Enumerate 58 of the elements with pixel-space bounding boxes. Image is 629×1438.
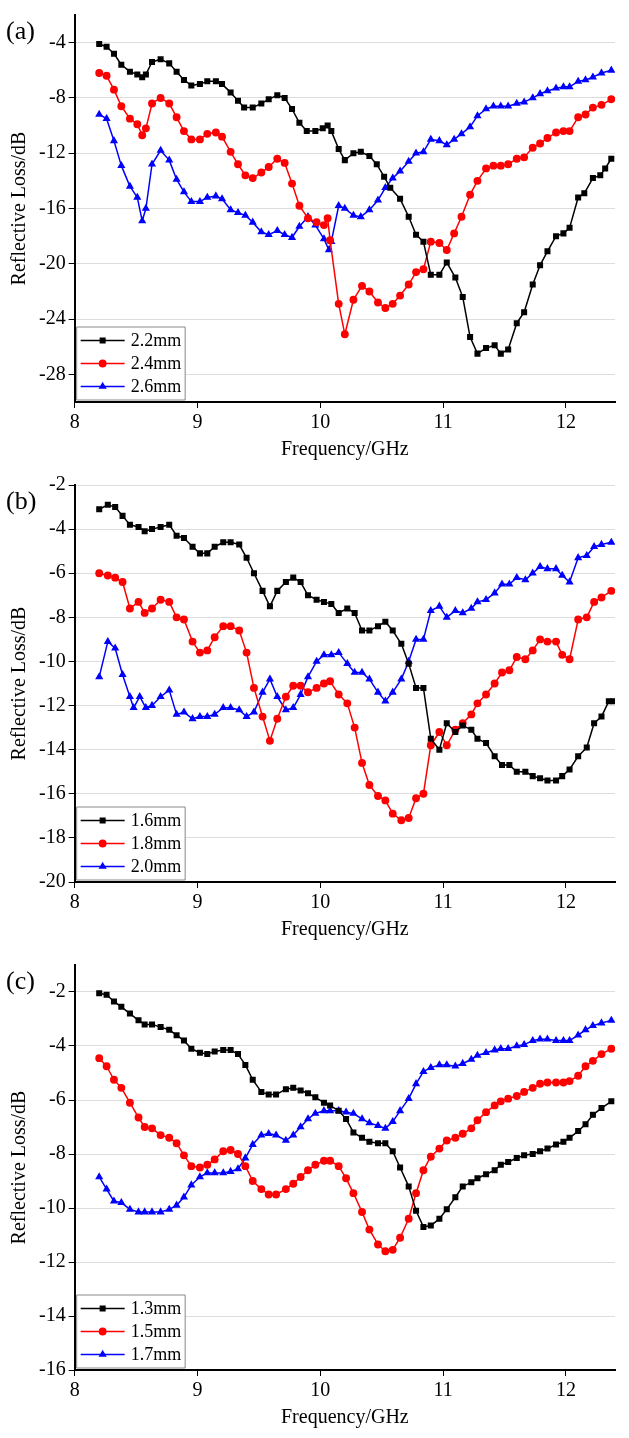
- x-tick-label: 10: [310, 890, 331, 913]
- x-axis-title: Frequency/GHz: [280, 917, 409, 941]
- legend-label: 2.0mm: [130, 856, 182, 877]
- y-tick-label: -4: [48, 1033, 66, 1056]
- x-tick-label: 11: [433, 410, 453, 433]
- y-axis-title: Reflective Loss/dB: [7, 606, 30, 761]
- y-tick-label: -20: [38, 251, 66, 274]
- x-tick-label: 11: [433, 1378, 453, 1401]
- y-tick-label: -16: [38, 781, 66, 804]
- y-tick-label: -14: [38, 736, 66, 759]
- chart-title: (b): [6, 485, 37, 515]
- chart-title: (c): [6, 965, 35, 995]
- y-tick-label: -12: [38, 140, 66, 163]
- x-axis-title: Frequency/GHz: [280, 1405, 409, 1429]
- legend-label: 1.6mm: [130, 810, 182, 831]
- y-tick-label: -4: [48, 516, 66, 539]
- y-tick-label: -4: [48, 29, 66, 52]
- legend-label: 2.6mm: [130, 376, 182, 397]
- x-tick-label: 10: [310, 410, 331, 433]
- x-tick-label: 8: [69, 410, 80, 433]
- legend-label: 1.8mm: [130, 833, 182, 854]
- y-tick-label: -8: [48, 1141, 66, 1164]
- x-tick-label: 9: [192, 890, 203, 913]
- y-tick-label: -10: [38, 1195, 66, 1218]
- x-tick-label: 11: [433, 890, 453, 913]
- y-tick-label: -6: [48, 560, 66, 583]
- y-tick-label: -2: [48, 979, 66, 1002]
- legend-label: 2.2mm: [130, 330, 182, 351]
- chart-title: (a): [6, 15, 35, 45]
- y-tick-label: -24: [38, 306, 66, 329]
- legend-label: 1.3mm: [130, 1298, 182, 1319]
- y-tick-label: -8: [48, 604, 66, 627]
- legend-label: 2.4mm: [130, 353, 182, 374]
- x-tick-label: 8: [69, 1378, 80, 1401]
- x-tick-label: 9: [192, 1378, 203, 1401]
- x-axis-title: Frequency/GHz: [280, 437, 409, 461]
- y-tick-label: -6: [48, 1087, 66, 1110]
- y-tick-label: -8: [48, 85, 66, 108]
- y-tick-label: -20: [38, 869, 66, 892]
- x-tick-label: 8: [69, 890, 80, 913]
- y-tick-label: -18: [38, 825, 66, 848]
- x-tick-label: 12: [555, 1378, 576, 1401]
- x-tick-label: 9: [192, 410, 203, 433]
- y-axis-title: Reflective Loss/dB: [7, 1090, 30, 1245]
- y-tick-label: -14: [38, 1303, 66, 1326]
- y-tick-label: -16: [38, 1357, 66, 1380]
- legend-label: 1.7mm: [130, 1344, 182, 1365]
- y-tick-label: -12: [38, 692, 66, 715]
- x-tick-label: 12: [555, 410, 576, 433]
- y-tick-label: -16: [38, 195, 66, 218]
- x-tick-label: 10: [310, 1378, 331, 1401]
- legend-label: 1.5mm: [130, 1321, 182, 1342]
- y-tick-label: -2: [48, 472, 66, 495]
- y-tick-label: -12: [38, 1249, 66, 1272]
- y-axis-title: Reflective Loss/dB: [7, 131, 30, 286]
- x-tick-label: 12: [555, 890, 576, 913]
- y-tick-label: -28: [38, 361, 66, 384]
- y-tick-label: -10: [38, 648, 66, 671]
